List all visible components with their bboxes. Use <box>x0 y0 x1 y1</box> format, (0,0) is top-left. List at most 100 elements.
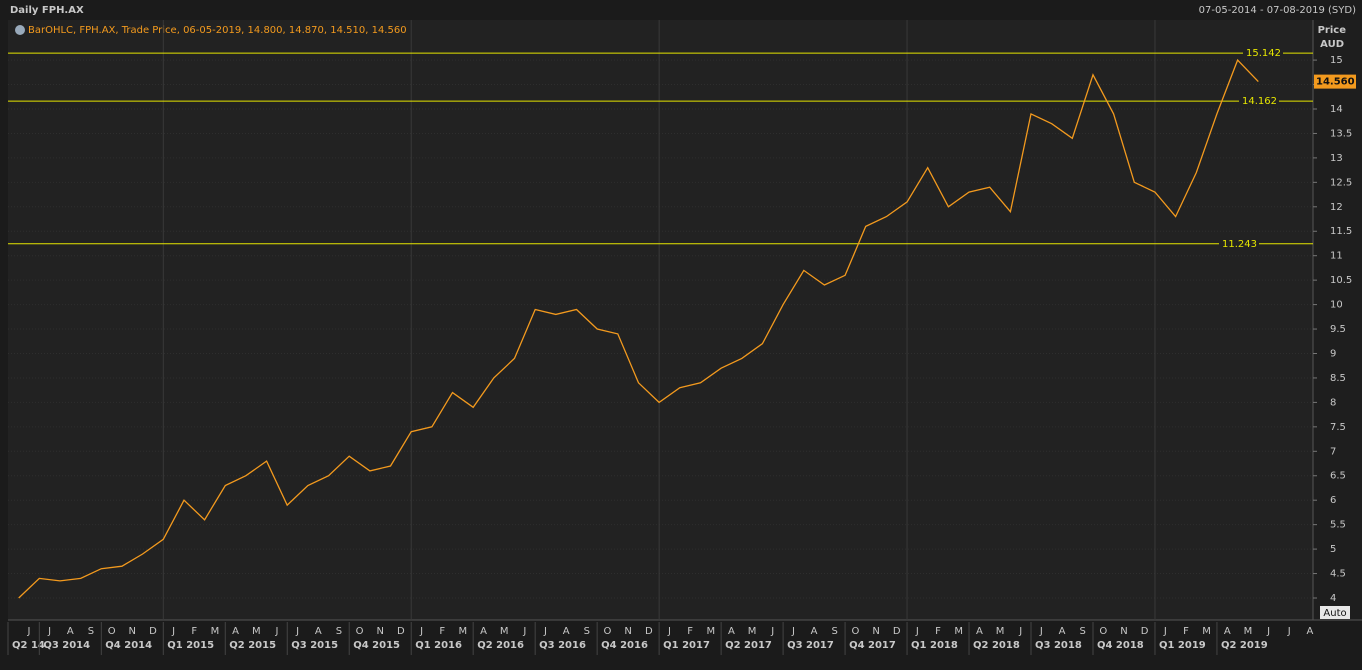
x-month-label: M <box>1202 626 1211 637</box>
x-month-label: D <box>893 626 901 637</box>
y-tick-label: 7 <box>1330 446 1336 457</box>
x-month-label: A <box>976 626 983 637</box>
y-tick-label: 10.5 <box>1330 275 1352 286</box>
x-month-label: J <box>1039 626 1043 637</box>
x-month-label: J <box>1266 626 1270 637</box>
y-tick-label: 8.5 <box>1330 373 1346 384</box>
x-month-label: A <box>563 626 570 637</box>
y-tick-label: 4 <box>1330 593 1336 604</box>
x-quarter-label: Q4 2015 <box>353 640 400 651</box>
x-quarter-label: Q1 2019 <box>1159 640 1206 651</box>
y-tick-label: 7.5 <box>1330 422 1346 433</box>
x-month-label: A <box>480 626 487 637</box>
x-month-label: A <box>67 626 74 637</box>
x-month-label: J <box>1163 626 1167 637</box>
level-label-bg <box>1243 47 1283 60</box>
x-quarter-label: Q2 2019 <box>1221 640 1268 651</box>
y-tick-label: 6.5 <box>1330 471 1346 482</box>
x-month-label: N <box>1120 626 1127 637</box>
x-month-label: J <box>295 626 299 637</box>
x-month-label: M <box>252 626 261 637</box>
x-month-label: N <box>129 626 136 637</box>
x-month-label: F <box>439 626 445 637</box>
x-month-label: N <box>872 626 879 637</box>
x-month-label: A <box>232 626 239 637</box>
price-line <box>18 58 1259 599</box>
x-quarter-label: Q1 2018 <box>911 640 958 651</box>
x-quarter-label: Q2 2015 <box>229 640 276 651</box>
x-month-label: J <box>770 626 774 637</box>
x-month-label: S <box>832 626 838 637</box>
x-quarter-label: Q2 2016 <box>477 640 524 651</box>
x-month-label: O <box>356 626 364 637</box>
x-month-label: O <box>108 626 116 637</box>
x-month-label: F <box>1183 626 1189 637</box>
x-quarter-label: Q1 2017 <box>663 640 710 651</box>
x-month-label: D <box>397 626 405 637</box>
x-month-label: O <box>851 626 859 637</box>
x-month-label: A <box>811 626 818 637</box>
x-month-label: A <box>728 626 735 637</box>
x-quarter-label: Q2 2017 <box>725 640 772 651</box>
x-quarter-label: Q1 2016 <box>415 640 462 651</box>
x-quarter-label: Q2 14 <box>12 640 45 651</box>
auto-label[interactable]: Auto <box>1323 608 1346 619</box>
x-month-label: J <box>274 626 278 637</box>
y-tick-label: 12 <box>1330 202 1343 213</box>
y-tick-label: 13.5 <box>1330 128 1352 139</box>
x-quarter-label: Q4 2018 <box>1097 640 1144 651</box>
x-month-label: M <box>500 626 509 637</box>
y-tick-label: 9 <box>1330 348 1336 359</box>
x-quarter-label: Q3 2014 <box>43 640 90 651</box>
x-month-label: M <box>211 626 220 637</box>
y-tick-label: 11.5 <box>1330 226 1352 237</box>
x-month-label: S <box>584 626 590 637</box>
x-month-label: F <box>191 626 197 637</box>
x-month-label: N <box>624 626 631 637</box>
level-label: 11.243 <box>1222 239 1257 250</box>
x-month-label: A <box>315 626 322 637</box>
x-month-label: F <box>935 626 941 637</box>
level-label: 15.142 <box>1246 48 1281 59</box>
x-month-label: A <box>1306 626 1313 637</box>
y-tick-label: 15 <box>1330 55 1343 66</box>
x-quarter-label: Q4 2017 <box>849 640 896 651</box>
x-month-label: J <box>1018 626 1022 637</box>
y-tick-label: 9.5 <box>1330 324 1346 335</box>
x-month-label: J <box>543 626 547 637</box>
x-month-label: D <box>645 626 653 637</box>
y-tick-label: 6 <box>1330 495 1336 506</box>
x-month-label: D <box>1141 626 1149 637</box>
y-unit: AUD <box>1320 39 1344 50</box>
x-month-label: F <box>687 626 693 637</box>
level-label-bg <box>1219 237 1259 250</box>
y-tick-label: 11 <box>1330 251 1343 262</box>
x-month-label: J <box>419 626 423 637</box>
x-quarter-label: Q3 2017 <box>787 640 834 651</box>
x-month-label: S <box>88 626 94 637</box>
y-tick-label: 8 <box>1330 397 1336 408</box>
x-month-label: J <box>1287 626 1291 637</box>
y-tick-label: 14 <box>1330 104 1343 115</box>
auto-button[interactable] <box>1320 606 1350 619</box>
x-month-label: J <box>27 626 31 637</box>
last-price-label: 14.560 <box>1316 77 1355 88</box>
x-month-label: A <box>1224 626 1231 637</box>
x-month-label: M <box>459 626 468 637</box>
y-tick-label: 12.5 <box>1330 177 1352 188</box>
x-month-label: M <box>996 626 1005 637</box>
y-tick-label: 10 <box>1330 300 1343 311</box>
x-month-label: J <box>522 626 526 637</box>
y-tick-label: 5.5 <box>1330 520 1346 531</box>
plot-area <box>8 20 1313 620</box>
y-label: Price <box>1318 25 1347 36</box>
legend-icon <box>15 25 25 35</box>
x-month-label: D <box>149 626 157 637</box>
x-month-label: O <box>604 626 612 637</box>
y-tick-label: 13 <box>1330 153 1343 164</box>
x-quarter-label: Q4 2014 <box>105 640 152 651</box>
x-quarter-label: Q3 2018 <box>1035 640 1082 651</box>
x-month-label: M <box>1244 626 1253 637</box>
x-quarter-label: Q3 2016 <box>539 640 586 651</box>
x-month-label: S <box>336 626 342 637</box>
